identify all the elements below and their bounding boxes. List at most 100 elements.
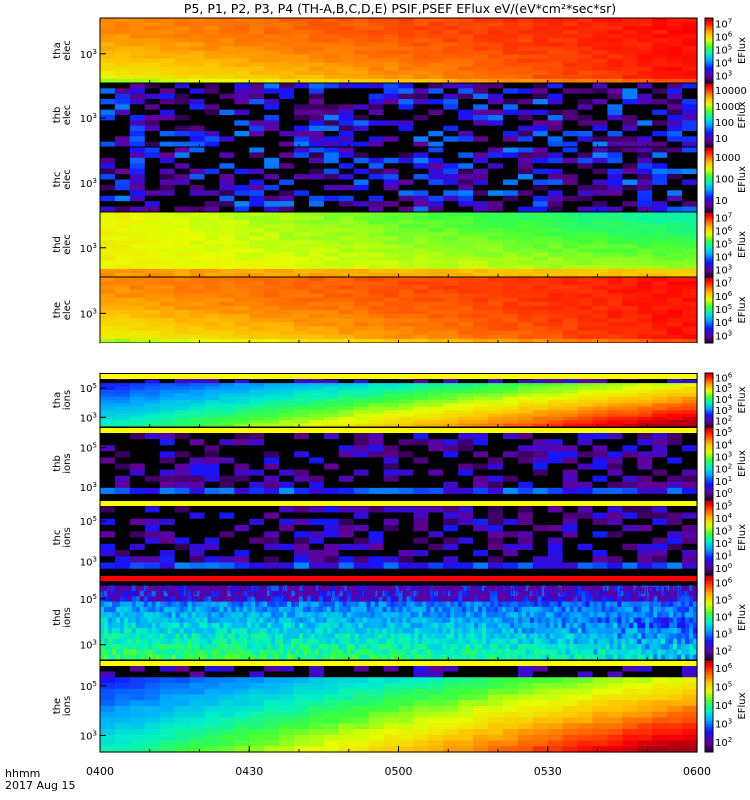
heat-cell — [532, 525, 549, 532]
heat-cell — [323, 383, 340, 388]
heat-cell — [607, 293, 623, 299]
heat-cell — [682, 78, 698, 84]
heat-cell — [353, 506, 370, 514]
heat-cell — [189, 179, 206, 186]
heat-cell — [129, 318, 146, 323]
heat-cell — [383, 334, 400, 340]
heat-cell — [562, 475, 579, 483]
colorbar-step — [705, 119, 713, 122]
colorbar-step — [705, 555, 713, 558]
heat-cell — [428, 281, 444, 286]
heat-cell — [294, 74, 310, 80]
heat-cell — [174, 403, 191, 408]
heat-cell — [144, 410, 161, 415]
colorbar-step — [705, 87, 713, 90]
heat-cell — [264, 50, 280, 56]
colorbar-step — [705, 227, 713, 230]
heat-cell — [607, 93, 623, 100]
heat-cell — [532, 163, 549, 170]
heat-cell — [502, 289, 519, 295]
heat-cell — [189, 416, 206, 421]
heat-cell — [249, 74, 265, 80]
heat-cell — [234, 289, 250, 295]
heat-cell — [368, 481, 385, 489]
heat-cell — [622, 88, 638, 95]
heat-cell — [129, 469, 146, 477]
heat-cell — [517, 78, 534, 84]
heat-cell — [100, 220, 116, 225]
heat-cell — [637, 232, 653, 237]
heat-cell — [383, 285, 400, 290]
heat-cell — [413, 403, 429, 408]
heat-cell — [100, 379, 116, 384]
heat-cell — [667, 125, 683, 132]
heat-cell — [413, 216, 429, 221]
heat-cell — [517, 493, 534, 501]
heat-cell — [682, 157, 698, 164]
heat-cell — [458, 537, 474, 545]
heat-cell — [100, 580, 105, 587]
heat-cell — [428, 338, 444, 344]
heat-cell — [532, 297, 549, 303]
heat-cell — [189, 318, 206, 323]
heat-cell — [129, 289, 146, 295]
heat-cell — [667, 463, 683, 471]
heat-cell — [682, 433, 698, 440]
heat-cell — [323, 120, 340, 127]
heat-cell — [443, 46, 459, 52]
heat-cell — [607, 493, 623, 501]
heat-cell — [488, 403, 504, 408]
heat-cell — [249, 184, 265, 191]
heat-cell — [458, 93, 474, 100]
heat-cell — [682, 163, 698, 170]
heat-cell — [338, 115, 355, 121]
heat-cell — [667, 157, 683, 164]
heat-cell — [458, 256, 474, 262]
heat-cell — [488, 386, 504, 391]
colorbar-step — [705, 104, 713, 107]
heat-cell — [294, 396, 310, 401]
heat-cell — [219, 30, 235, 35]
heat-cell — [100, 268, 116, 274]
heat-cell — [294, 104, 310, 111]
heat-cell — [174, 268, 191, 274]
heat-cell — [502, 403, 519, 408]
heat-cell — [264, 30, 280, 35]
heat-cell — [473, 475, 489, 483]
heat-cell — [607, 232, 623, 237]
heat-cell — [264, 469, 280, 477]
heat-cell — [502, 152, 519, 159]
heat-cell — [517, 236, 534, 242]
heat-cell — [652, 50, 668, 56]
heat-cell — [488, 314, 504, 319]
heat-cell — [652, 330, 668, 336]
heat-cell — [353, 281, 370, 286]
heat-cell — [458, 78, 474, 84]
heat-cell — [637, 109, 653, 116]
colorbar-step — [705, 385, 713, 388]
heat-cell — [264, 157, 280, 164]
heat-cell — [473, 403, 489, 408]
heat-cell — [443, 281, 459, 286]
heat-cell — [308, 562, 325, 570]
heat-cell — [577, 248, 594, 254]
heat-cell — [114, 562, 131, 570]
heat-cell — [607, 277, 623, 282]
heat-cell — [577, 152, 594, 159]
heat-cell — [338, 475, 355, 483]
colorbar-step — [705, 214, 713, 217]
heat-cell — [428, 179, 444, 186]
heat-cell — [294, 512, 310, 520]
heat-cell — [294, 568, 310, 576]
heat-cell — [652, 206, 668, 213]
heat-cell — [398, 568, 415, 576]
heat-cell — [249, 410, 265, 415]
heat-cell — [174, 272, 191, 278]
heat-cell — [502, 322, 519, 328]
heat-cell — [398, 74, 415, 80]
heat-cell — [204, 104, 221, 111]
heat-cell — [458, 30, 474, 35]
heat-cell — [114, 481, 131, 489]
heat-cell — [458, 512, 474, 520]
colorbar-step — [705, 389, 713, 392]
